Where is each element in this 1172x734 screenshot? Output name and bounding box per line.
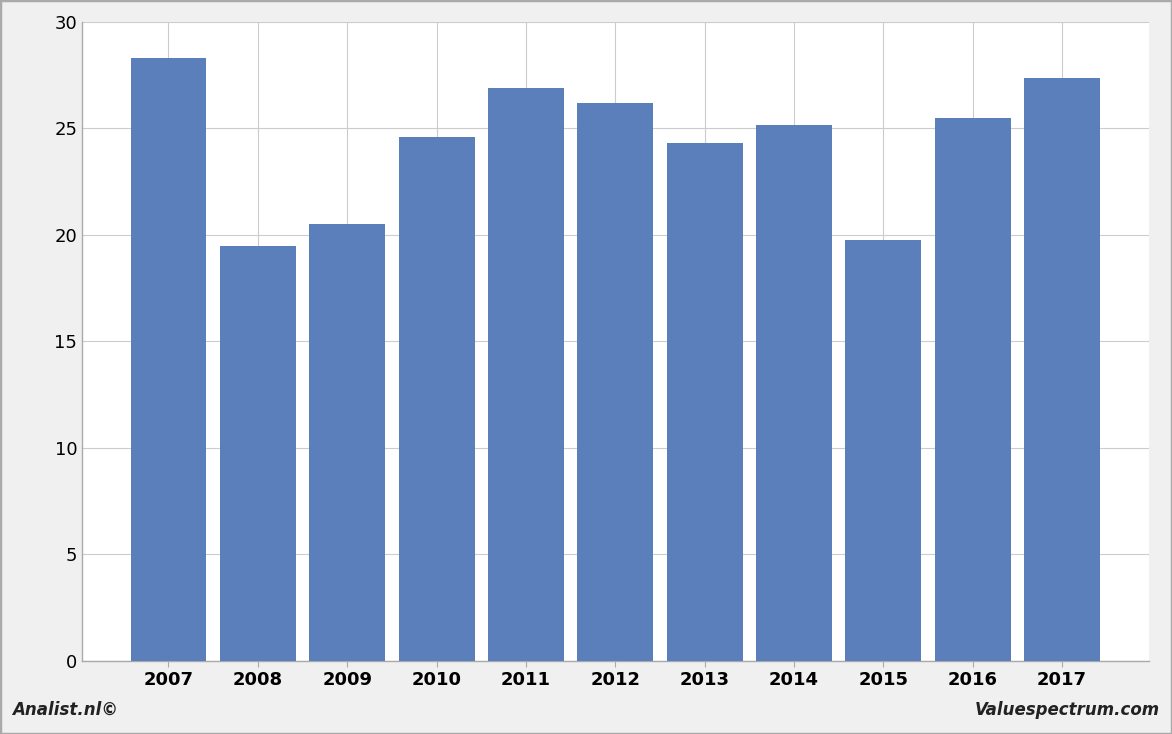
Bar xyxy=(398,137,475,661)
Bar xyxy=(578,103,653,661)
Bar xyxy=(756,126,832,661)
Bar xyxy=(667,143,743,661)
Text: Analist.nl©: Analist.nl© xyxy=(12,701,117,719)
Bar xyxy=(1024,79,1101,661)
Bar xyxy=(130,58,206,661)
Bar xyxy=(220,245,295,661)
Bar xyxy=(488,88,564,661)
Bar xyxy=(935,118,1010,661)
Bar xyxy=(845,240,921,661)
Text: Valuespectrum.com: Valuespectrum.com xyxy=(975,701,1160,719)
Bar xyxy=(309,225,386,661)
